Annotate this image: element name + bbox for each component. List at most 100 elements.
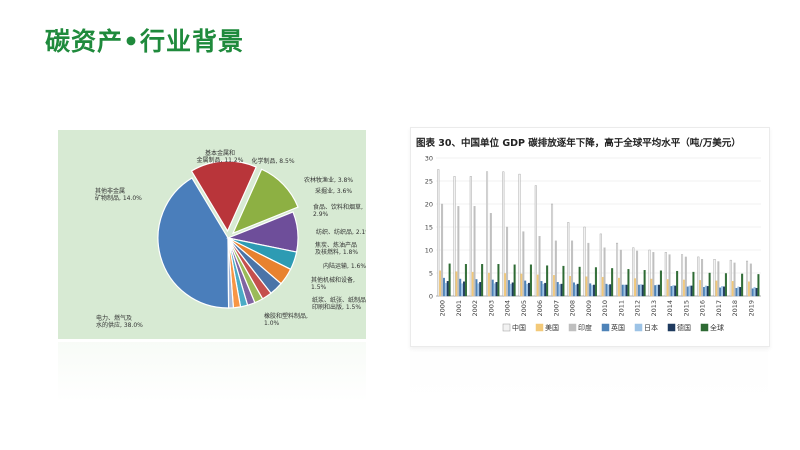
- bar: [749, 263, 752, 297]
- bar: [746, 260, 749, 297]
- bar: [747, 281, 750, 297]
- bar: [717, 261, 720, 297]
- bar: [731, 281, 734, 297]
- bar: [737, 286, 740, 297]
- bar: [464, 264, 467, 297]
- bar: [676, 270, 679, 297]
- bar-chart-reflection: [410, 347, 768, 402]
- bar: [493, 283, 496, 297]
- bar: [702, 287, 705, 297]
- pie-slice-label: 其他非金属矿物制品, 14.0%: [95, 187, 142, 202]
- bar: [544, 282, 547, 297]
- bar: [623, 284, 626, 297]
- bar: [459, 278, 462, 297]
- bar: [569, 276, 572, 297]
- bar: [611, 268, 614, 297]
- bar: [670, 286, 673, 297]
- bar: [455, 271, 458, 297]
- bar: [567, 222, 570, 297]
- bar: [643, 270, 646, 297]
- pie-slice-label: 纺织、纺织品, 2.1%: [316, 228, 366, 236]
- bar: [571, 240, 574, 297]
- bar: [489, 212, 492, 297]
- x-tick-label: 2019: [747, 300, 755, 317]
- pie-slice-label: 农林牧渔业, 3.8%: [304, 176, 353, 184]
- bar: [692, 271, 695, 297]
- pie-slice: [231, 168, 299, 235]
- bar: [650, 278, 653, 297]
- bar: [682, 279, 685, 297]
- bar: [699, 280, 702, 297]
- x-tick-label: 2010: [601, 300, 609, 317]
- bar: [607, 284, 610, 297]
- bar: [733, 262, 736, 297]
- bar: [522, 231, 525, 297]
- bar: [627, 269, 630, 297]
- y-tick-label: 0: [429, 293, 433, 301]
- bar: [529, 264, 532, 297]
- bar: [652, 252, 655, 297]
- bar: [583, 226, 586, 297]
- bar: [721, 286, 724, 297]
- x-tick-label: 2018: [731, 300, 739, 317]
- bar: [448, 263, 451, 297]
- bar: [603, 247, 606, 297]
- legend-label: 印度: [578, 323, 592, 332]
- bar: [632, 247, 635, 297]
- bar: [599, 233, 602, 297]
- bar: [536, 274, 539, 297]
- legend-swatch: [667, 323, 676, 332]
- bar: [513, 264, 516, 297]
- bar: [708, 272, 711, 297]
- bar: [469, 176, 472, 297]
- bar: [497, 264, 500, 297]
- y-tick-label: 20: [425, 201, 433, 209]
- x-tick-label: 2014: [666, 300, 674, 317]
- bar: [504, 273, 507, 297]
- bar: [723, 286, 726, 297]
- bar: [487, 272, 490, 297]
- bar: [578, 266, 581, 297]
- bar: [511, 282, 514, 297]
- bar: [616, 242, 619, 297]
- x-tick-label: 2017: [715, 300, 723, 317]
- bar: [619, 249, 622, 297]
- pie-chart: 电力、燃气及水的供应, 38.0% 其他非金属矿物制品, 14.0% 基本金属和金属…: [95, 149, 372, 329]
- bar: [546, 265, 549, 297]
- pie-slice-label: 电力、燃气及水的供应, 38.0%: [96, 314, 143, 329]
- page-title: 碳资产•行业背景: [45, 27, 244, 56]
- legend-label: 英国: [611, 323, 625, 332]
- legend-swatch: [700, 323, 709, 332]
- bar: [576, 283, 579, 297]
- bar: [551, 203, 554, 297]
- bar: [641, 284, 644, 297]
- pie-slice-label: 食品、饮料和烟草, 2.9%: [313, 203, 363, 218]
- bar: [538, 235, 541, 297]
- bar: [658, 284, 661, 297]
- bar: [507, 280, 510, 297]
- bar: [574, 284, 577, 297]
- x-tick-label: 2013: [650, 300, 658, 317]
- bar: [639, 284, 642, 297]
- x-tick-label: 2008: [569, 300, 577, 317]
- bar: [591, 285, 594, 297]
- x-tick-label: 2016: [699, 300, 707, 317]
- bar: [690, 285, 693, 297]
- x-tick-label: 2015: [682, 300, 690, 317]
- bar: [654, 285, 657, 297]
- bar: [475, 279, 478, 297]
- x-tick-label: 2001: [455, 300, 463, 317]
- x-tick-label: 2003: [487, 300, 495, 317]
- y-tick-label: 15: [425, 224, 433, 232]
- legend-label: 全球: [710, 323, 724, 332]
- x-tick-label: 2009: [585, 300, 593, 317]
- bar: [701, 258, 704, 297]
- bar: [634, 278, 637, 297]
- bar: [625, 284, 628, 297]
- legend-swatch: [634, 323, 643, 332]
- y-tick-label: 30: [425, 155, 433, 163]
- bar: [659, 270, 662, 297]
- y-tick-label: 10: [425, 247, 433, 255]
- x-tick-label: 2012: [634, 300, 642, 317]
- bar: [739, 287, 742, 297]
